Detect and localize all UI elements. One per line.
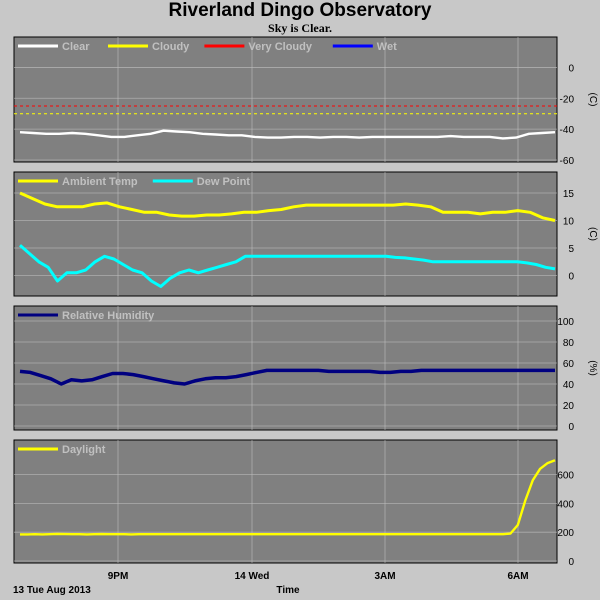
y-tick-label: 200 [557,528,574,539]
legend-label: Relative Humidity [62,310,155,322]
y-tick-label: 100 [557,317,574,328]
x-axis-title: Time [276,585,300,596]
legend-label: Very Cloudy [248,41,312,53]
date-label: 13 Tue Aug 2013 [13,585,91,596]
x-tick-label: 3AM [374,571,395,582]
y-tick-label: 20 [563,401,575,412]
y-tick-label: 0 [568,63,574,74]
y-tick-label: 60 [563,359,575,370]
legend-label: Clear [62,41,90,53]
chart-panel-2: Ambient Temp Dew Point 15 10 5 0 (C) [13,171,598,297]
series-line-1 [19,368,555,386]
chart-panel-4: Daylight 600 400 200 0 [13,439,574,568]
y-unit-label: (%) [587,360,598,376]
plot-area [13,36,558,163]
x-tick-label: 14 Wed [235,571,270,582]
x-tick-label: 6AM [507,571,528,582]
plot-area [13,171,558,297]
series-line-1 [19,191,556,222]
y-tick-label: 15 [563,189,575,200]
plot-area [13,305,558,431]
y-tick-label: 600 [557,471,574,482]
plot-area [13,439,558,564]
series-line-1 [20,459,556,536]
legend-label: Wet [377,41,397,53]
series-line-2 [19,244,556,288]
y-tick-label: -60 [560,156,575,167]
y-tick-label: 5 [568,244,574,255]
legend-label: Cloudy [152,41,190,53]
y-tick-label: 0 [568,422,574,433]
y-unit-label: (C) [587,93,598,107]
legend-label: Ambient Temp [62,176,138,188]
series-line-1 [19,129,556,140]
y-tick-label: -20 [560,94,575,105]
legend-label: Dew Point [197,176,251,188]
y-tick-label: 10 [563,217,575,228]
y-tick-label: 0 [568,557,574,568]
y-tick-label: 80 [563,338,575,349]
chart-panel-3: Relative Humidity 100 80 60 40 20 0 (%) [13,305,598,433]
sky-status-subtitle: Sky is Clear. [268,21,332,35]
chart-panel-1: Clear Cloudy Very Cloudy Wet 0 -20 -40 -60 (C) [13,36,598,167]
y-tick-label: 0 [568,272,574,283]
y-tick-label: 40 [563,380,575,391]
y-tick-label: -40 [560,125,575,136]
y-unit-label: (C) [587,227,598,241]
legend-label: Daylight [62,444,106,456]
x-tick-label: 9PM [108,571,129,582]
page-title: Riverland Dingo Observatory [168,0,432,21]
y-tick-label: 400 [557,499,574,510]
